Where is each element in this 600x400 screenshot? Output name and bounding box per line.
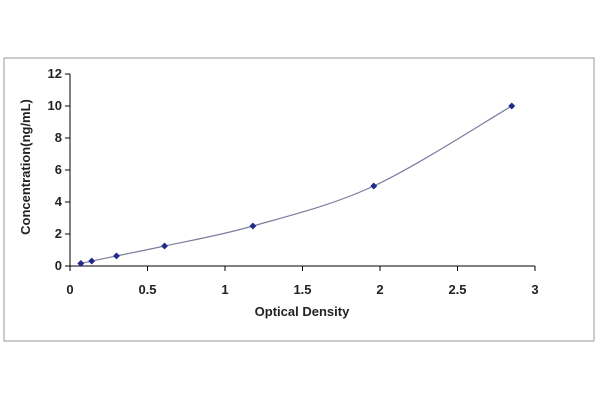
- data-point: [77, 259, 85, 267]
- x-tick-label: 1.5: [293, 282, 311, 297]
- x-tick-label: 3: [531, 282, 538, 297]
- y-tick-label: 6: [55, 162, 62, 177]
- y-tick-label: 8: [55, 130, 62, 145]
- x-tick-label: 0: [66, 282, 73, 297]
- x-tick-label: 0.5: [138, 282, 156, 297]
- y-tick-label: 12: [48, 66, 62, 81]
- data-point: [160, 242, 169, 250]
- plot-area: 0 2 4 6 8 10 12 0 0.5 1 1.5 2 2.5 3: [48, 66, 539, 297]
- y-tick-label: 4: [55, 194, 63, 209]
- x-tick-label: 2.5: [448, 282, 466, 297]
- y-axis-label: Concentration(ng/mL): [18, 99, 33, 235]
- outer-border: [3, 57, 595, 342]
- x-tick-label: 2: [376, 282, 383, 297]
- y-tick-label: 2: [55, 226, 62, 241]
- data-point: [112, 252, 121, 260]
- data-point: [508, 102, 516, 110]
- y-tick-label: 10: [48, 98, 62, 113]
- data-point: [88, 257, 96, 265]
- x-tick-label: 1: [221, 282, 228, 297]
- x-axis-label: Optical Density: [255, 304, 350, 319]
- data-point: [249, 222, 257, 230]
- y-tick-label: 0: [55, 258, 62, 273]
- data-point: [370, 182, 378, 190]
